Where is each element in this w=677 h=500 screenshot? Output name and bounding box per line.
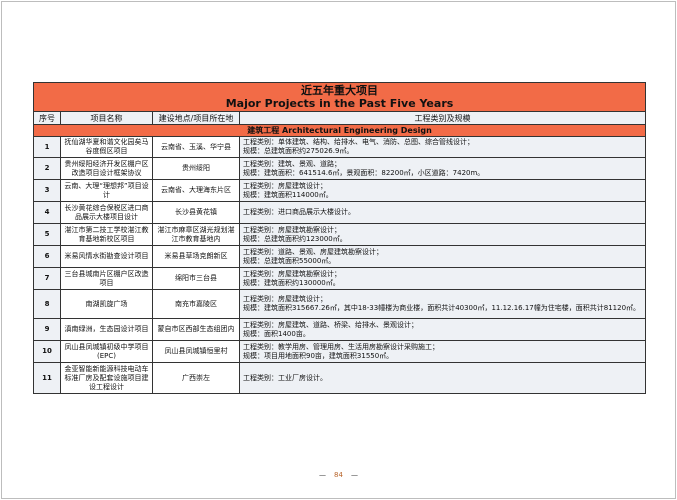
project-scale: 规模：建筑面积315667.26㎡，其中18-33幢楼为商业楼，面积共计4030…	[243, 304, 641, 312]
project-scale: 规模：总建筑面积55000㎡。	[243, 256, 336, 265]
project-location: 蒙自市区西部生态组团内	[152, 318, 240, 341]
table-row: 9 滇南绿洲，生态园设计项目 蒙自市区西部生态组团内 工程类别：房屋建筑、道路、桥梁、…	[33, 318, 647, 341]
table-row: 11 金亚智能新能源科技电动车标准厂房及配套设施项目建设工程设计 广西崇左 工程类别：…	[33, 362, 647, 394]
project-type: 工程类别：进口商品展示大楼设计。	[243, 208, 355, 216]
project-scale: 规模：项目用地面积90亩，建筑面积31550㎡。	[243, 351, 394, 360]
project-location: 云南省、玉溪、华宁县	[152, 136, 240, 158]
project-type: 工程类别：教学用房、管理用房、生活用房勘察设计采购施工；	[243, 342, 439, 351]
major-projects-table: 近五年重大项目 Major Projects in the Past Five …	[32, 82, 647, 394]
project-type-scale: 工程类别：进口商品展示大楼设计。	[238, 201, 647, 224]
row-number: 5	[33, 223, 61, 246]
project-location: 南充市嘉陵区	[152, 289, 240, 319]
project-location: 凤山县凤城镇恒里村	[152, 340, 240, 363]
row-number: 6	[33, 245, 61, 268]
title-cn: 近五年重大项目	[301, 84, 378, 97]
project-name: 湛江市第二技工学校湛江教育基地新校区项目	[60, 223, 153, 246]
page-footer: —84—	[319, 471, 358, 479]
table-title-row: 近五年重大项目 Major Projects in the Past Five …	[32, 82, 647, 112]
project-type-scale: 工程类别：道路、景观、房屋建筑勘察设计； 规模：总建筑面积55000㎡。	[238, 245, 647, 268]
project-type-scale: 工程类别：单体建筑、结构、给排水、电气、消防、总图、综合管线设计； 规模：总建筑面…	[238, 136, 647, 158]
project-scale: 规模：总建筑面积约275026.9㎡。	[243, 147, 354, 155]
title-en: Major Projects in the Past Five Years	[225, 97, 454, 110]
project-type: 工程类别：房屋建筑勘察设计；	[243, 225, 341, 234]
project-type: 工程类别：单体建筑、结构、给排水、电气、消防、总图、综合管线设计；	[243, 138, 474, 146]
project-name: 滇南绿洲，生态园设计项目	[60, 318, 153, 341]
project-name: 米易风情水街勘查设计项目	[60, 245, 153, 268]
table-row: 8 南湖凯旋广场 南充市嘉陵区 工程类别：房屋建筑设计； 规模：建筑面积315667.2…	[33, 289, 647, 319]
project-name: 凤山县凤城镇初级中学项目(EPC)	[60, 340, 153, 363]
project-location: 湛江市麻章区湖光规划湛江市教育基地内	[152, 223, 240, 246]
table-row: 10 凤山县凤城镇初级中学项目(EPC) 凤山县凤城镇恒里村 工程类别：教学用房、管理…	[33, 340, 647, 363]
project-name: 三台县城南片区棚户区改造项目	[60, 267, 153, 290]
row-number: 4	[33, 201, 61, 224]
header-type-scale: 工程类别及规模	[238, 111, 647, 125]
project-type: 工程类别：房屋建筑勘察设计；	[243, 269, 341, 278]
row-number: 10	[33, 340, 61, 363]
project-type: 工程类别：房屋建筑设计；	[243, 181, 327, 190]
project-location: 长沙县黄花镇	[152, 201, 240, 224]
table-row: 6 米易风情水街勘查设计项目 米易县草场克朗新区 工程类别：道路、景观、房屋建筑勘察设…	[33, 245, 647, 268]
table-row: 2 贵州绥阳经济开发区棚户区改造项目设计框架协议 贵州绥阳 工程类别：建筑、景观、道路…	[33, 157, 647, 180]
row-number: 7	[33, 267, 61, 290]
project-name: 金亚智能新能源科技电动车标准厂房及配套设施项目建设工程设计	[60, 362, 153, 394]
row-number: 11	[33, 362, 61, 394]
project-name: 长沙黄花综合保税区进口商品展示大楼项目设计	[60, 201, 153, 224]
project-scale: 规模：面积1400亩。	[243, 329, 310, 338]
project-type: 工程类别：房屋建筑设计；	[243, 295, 327, 303]
project-type-scale: 工程类别：房屋建筑、道路、桥梁、给排水、景观设计； 规模：面积1400亩。	[238, 318, 647, 341]
row-number: 3	[33, 179, 61, 202]
project-name: 云南、大理“理想邦”项目设计	[60, 179, 153, 202]
project-type-scale: 工程类别：房屋建筑设计； 规模：建筑面积114000㎡。	[238, 179, 647, 202]
project-type: 工程类别：建筑、景观、道路；	[243, 159, 341, 168]
header-no: 序号	[33, 111, 61, 125]
project-name: 贵州绥阳经济开发区棚户区改造项目设计框架协议	[60, 157, 153, 180]
project-location: 广西崇左	[152, 362, 240, 394]
project-type-scale: 工程类别：建筑、景观、道路； 规模：建筑面积：641514.6㎡，景观面积：822…	[238, 157, 647, 180]
section-title: 建筑工程 Architectural Engineering Design	[32, 124, 647, 137]
project-name: 抚仙湖华夏和谐文化园矣马谷度假区项目	[60, 136, 153, 158]
table-row: 7 三台县城南片区棚户区改造项目 绵阳市三台县 工程类别：房屋建筑勘察设计； 规模：建筑…	[33, 267, 647, 290]
project-type: 工程类别：道路、景观、房屋建筑勘察设计；	[243, 247, 383, 256]
row-number: 2	[33, 157, 61, 180]
header-location: 建设地点/项目所在地	[152, 111, 240, 125]
row-number: 1	[33, 136, 61, 158]
project-location: 绵阳市三台县	[152, 267, 240, 290]
row-number: 9	[33, 318, 61, 341]
header-row: 序号 项目名称 建设地点/项目所在地 工程类别及规模	[33, 111, 647, 125]
project-scale: 规模：建筑面积约130000㎡。	[243, 278, 340, 287]
table-title: 近五年重大项目 Major Projects in the Past Five …	[32, 82, 647, 112]
project-location: 贵州绥阳	[152, 157, 240, 180]
project-type-scale: 工程类别：工业厂房设计。	[238, 362, 647, 394]
project-type-scale: 工程类别：房屋建筑勘察设计； 规模：总建筑面积约123000㎡。	[238, 223, 647, 246]
table-row: 4 长沙黄花综合保税区进口商品展示大楼项目设计 长沙县黄花镇 工程类别：进口商品展示大…	[33, 201, 647, 224]
project-type-scale: 工程类别：房屋建筑勘察设计； 规模：建筑面积约130000㎡。	[238, 267, 647, 290]
project-scale: 规模：建筑面积：641514.6㎡，景观面积：82200㎡，小区道路：7420m…	[243, 168, 485, 177]
table-row: 5 湛江市第二技工学校湛江教育基地新校区项目 湛江市麻章区湖光规划湛江市教育基地内工…	[33, 223, 647, 246]
section-row: 建筑工程 Architectural Engineering Design	[32, 124, 647, 137]
project-scale: 规模：总建筑面积约123000㎡。	[243, 234, 347, 243]
row-number: 8	[33, 289, 61, 319]
project-type: 工程类别：房屋建筑、道路、桥梁、给排水、景观设计；	[243, 320, 418, 329]
project-name: 南湖凯旋广场	[60, 289, 153, 319]
project-type-scale: 工程类别：房屋建筑设计； 规模：建筑面积315667.26㎡，其中18-33幢楼为…	[238, 289, 647, 319]
project-location: 云南省、大理海东片区	[152, 179, 240, 202]
project-type: 工程类别：工业厂房设计。	[243, 373, 327, 382]
project-type-scale: 工程类别：教学用房、管理用房、生活用房勘察设计采购施工； 规模：项目用地面积90亩…	[238, 340, 647, 363]
page-number: 84	[334, 471, 343, 479]
table-row: 3 云南、大理“理想邦”项目设计 云南省、大理海东片区 工程类别：房屋建筑设计； 规模：…	[33, 179, 647, 202]
project-location: 米易县草场克朗新区	[152, 245, 240, 268]
header-name: 项目名称	[60, 111, 153, 125]
project-scale: 规模：建筑面积114000㎡。	[243, 190, 333, 199]
table-row: 1 抚仙湖华夏和谐文化园矣马谷度假区项目 云南省、玉溪、华宁县 工程类别：单体建筑、结…	[33, 136, 647, 158]
